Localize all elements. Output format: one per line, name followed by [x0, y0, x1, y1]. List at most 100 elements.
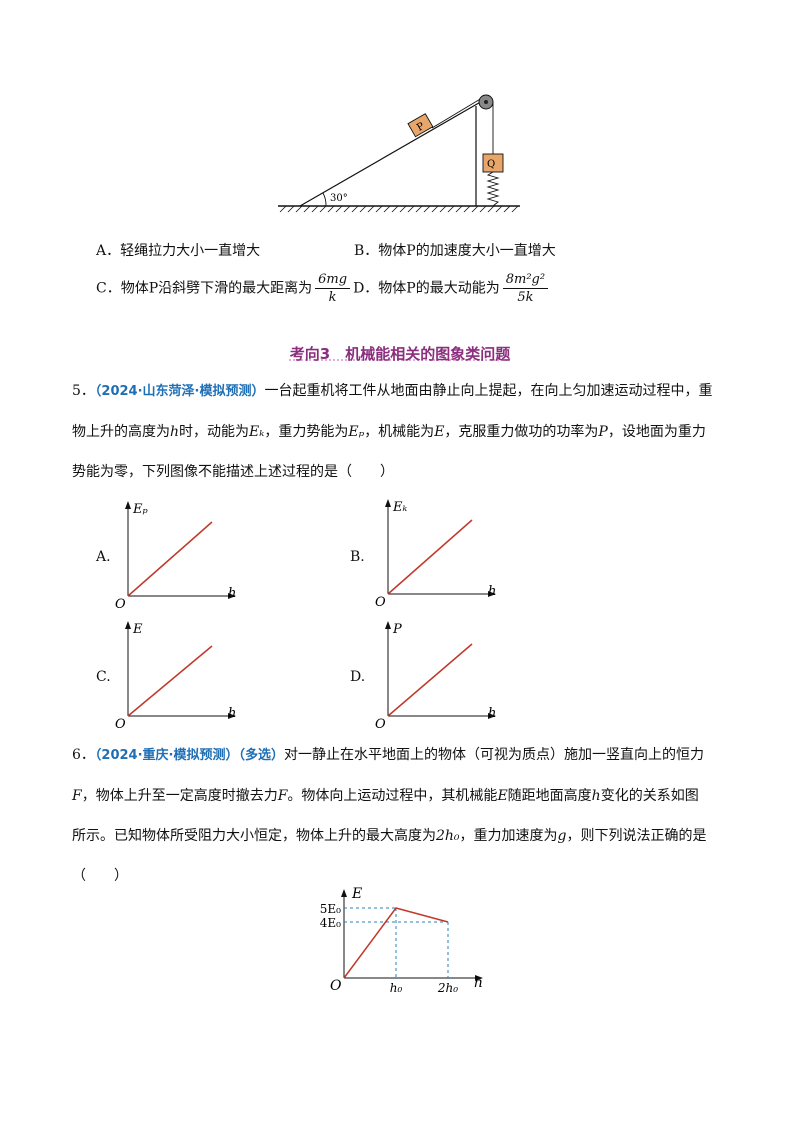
- ground-hatch: [279, 205, 519, 213]
- q6-text-2d: 变化的关系如图: [600, 788, 699, 804]
- graph-c-xlabel: h: [228, 706, 236, 721]
- graph-c-y-arrow: [125, 621, 131, 629]
- graph-b-ylabel: Eₖ: [392, 500, 407, 515]
- option-c-numerator: 6mg: [315, 272, 351, 289]
- block-p: P: [407, 113, 434, 138]
- q6-ytick-1: 5E₀: [320, 902, 341, 916]
- question-5-text: 5．（2024·山东菏泽·模拟预测）一台起重机将工件从地面由静止向上提起，在向上…: [72, 371, 752, 492]
- graph-a-line: [127, 521, 213, 597]
- q5-var-ep: Eₚ: [348, 424, 365, 440]
- q5-text-2a: 物上升的高度为: [72, 424, 170, 440]
- q6-text-3b: ，重力加速度为: [459, 828, 558, 844]
- q6-var-2h0: 2h₀: [436, 828, 460, 844]
- q6-var-g: g: [557, 828, 567, 844]
- graph-d-ylabel: P: [392, 622, 402, 637]
- q6-line-1: 6．（2024·重庆·模拟预测）（多选）对一静止在水平地面上的物体（可视为质点）…: [72, 735, 752, 776]
- q6-var-h: h: [591, 788, 601, 804]
- q6-xtick-1: h₀: [390, 981, 403, 995]
- q6-ytick-2: 4E₀: [320, 916, 341, 930]
- q6-text-1: 对一静止在水平地面上的物体（可视为质点）施加一竖直向上的恒力: [283, 747, 704, 763]
- q6-line-4: （ ）: [72, 868, 128, 884]
- q5-line-1: 5．（2024·山东菏泽·模拟预测）一台起重机将工件从地面由静止向上提起，在向上…: [72, 371, 752, 412]
- block-p-label: P: [415, 121, 427, 134]
- q6-y-arrow: [341, 889, 347, 897]
- q6-origin: O: [330, 978, 342, 994]
- q6-text-2a: ，物体上升至一定高度时撤去力: [81, 788, 278, 804]
- option-c-denominator: k: [328, 290, 337, 305]
- graph-b-origin: O: [375, 595, 386, 608]
- q6-text-3c: ，则下列说法正确的是: [566, 828, 707, 844]
- q5-var-h: h: [170, 424, 180, 440]
- graph-d-option: D.: [350, 669, 366, 685]
- graph-c-x-arrow: [228, 713, 236, 719]
- option-d-fraction: 8m²g² 5k: [502, 272, 549, 305]
- q5-line-2: 物上升的高度为h时，动能为Eₖ，重力势能为Eₚ，机械能为E，克服重力做功的功率为…: [72, 412, 752, 452]
- q6-line-2: F，物体上升至一定高度时撤去力F。物体向上运动过程中，其机械能E随距地面高度h变…: [72, 776, 752, 816]
- q6-x-arrow: [475, 975, 483, 981]
- graph-d-origin: O: [375, 717, 386, 730]
- incline-surface: [299, 99, 485, 207]
- graph-a-option: A.: [96, 549, 111, 565]
- graph-a-x-arrow: [228, 593, 236, 599]
- q6-ylabel: E: [351, 886, 362, 902]
- q6-xlabel: h: [474, 975, 483, 991]
- rope-incline: [431, 97, 483, 129]
- graph-a-ylabel: Eₚ: [132, 502, 148, 517]
- option-b: B．物体P的加速度大小一直增大: [354, 243, 556, 259]
- q6-text-2c: 随距地面高度: [507, 788, 592, 804]
- graph-c-line: [127, 645, 213, 717]
- q6-var-f-2: F: [277, 788, 288, 804]
- option-a: A．轻绳拉力大小一直增大: [96, 243, 261, 259]
- graph-c-origin: O: [115, 717, 126, 730]
- q6-source: （2024·重庆·模拟预测）（多选）: [94, 748, 284, 763]
- q5-source: （2024·山东菏泽·模拟预测）: [94, 384, 265, 399]
- graph-a-origin: O: [115, 597, 126, 610]
- option-c-fraction: 6mg k: [315, 272, 351, 305]
- q6-var-e: E: [497, 788, 508, 804]
- q6-line-3: 所示。已知物体所受阻力大小恒定，物体上升的最大高度为2h₀，重力加速度为g，则下…: [72, 816, 752, 856]
- q5-text-2e: ，克服重力做功的功率为: [444, 424, 599, 440]
- graph-c: E h O: [115, 621, 236, 730]
- question-6-text: 6．（2024·重庆·模拟预测）（多选）对一静止在水平地面上的物体（可视为质点）…: [72, 735, 752, 896]
- option-d-numerator: 8m²g²: [502, 272, 549, 289]
- graph-b-xlabel: h: [488, 584, 496, 599]
- q5-text-2b: 时，动能为: [179, 424, 250, 440]
- q5-var-ek: Eₖ: [249, 424, 265, 440]
- section-title: 考向3 机械能相关的图象类问题: [289, 345, 511, 363]
- q6-xtick-2: 2h₀: [437, 981, 458, 995]
- graph-b: Eₖ h O: [375, 499, 496, 608]
- graph-d-line: [387, 643, 473, 717]
- graph-d: P h O: [375, 621, 496, 730]
- q6-number: 6．: [72, 747, 95, 763]
- q5-text-2c: ，重力势能为: [264, 424, 349, 440]
- q6-var-f: F: [72, 788, 82, 804]
- graph-b-line: [387, 519, 473, 595]
- graph-b-x-arrow: [488, 591, 496, 597]
- graph-b-option: B.: [350, 549, 365, 565]
- q6-text-2b: 。物体向上运动过程中，其机械能: [287, 788, 498, 804]
- option-d-text: D．物体P的最大动能为: [353, 280, 500, 297]
- incline-pulley-figure: 30° P Q: [278, 94, 520, 213]
- q5-text-1: 一台起重机将工件从地面由静止向上提起，在向上匀加速运动过程中，重: [264, 383, 713, 399]
- q5-number: 5．: [72, 383, 95, 399]
- spring: [486, 171, 500, 207]
- option-c: C．物体P沿斜劈下滑的最大距离为 6mg k D．物体P的最大动能为 8m²g² 5k: [96, 272, 551, 305]
- graph-c-ylabel: E: [132, 622, 143, 637]
- q5-line-3: 势能为零，下列图像不能描述上述过程的是（ ）: [72, 464, 394, 480]
- option-c-text: C．物体P沿斜劈下滑的最大距离为: [96, 280, 313, 297]
- graph-d-x-arrow: [488, 713, 496, 719]
- angle-arc: [322, 192, 327, 207]
- angle-label: 30°: [330, 193, 348, 204]
- graph-a: Eₚ h O: [115, 501, 236, 610]
- graph-a-y-arrow: [125, 501, 131, 509]
- q5-var-e: E: [434, 424, 445, 440]
- block-q-label: Q: [487, 159, 495, 170]
- q5-text-2f: ，设地面为重力: [607, 424, 706, 440]
- q5-text-2d: ，机械能为: [364, 424, 435, 440]
- graph-c-option: C.: [96, 669, 111, 685]
- graph-d-xlabel: h: [488, 706, 496, 721]
- graph-d-y-arrow: [385, 621, 391, 629]
- q5-var-p: P: [598, 424, 608, 440]
- option-d-denominator: 5k: [517, 290, 534, 305]
